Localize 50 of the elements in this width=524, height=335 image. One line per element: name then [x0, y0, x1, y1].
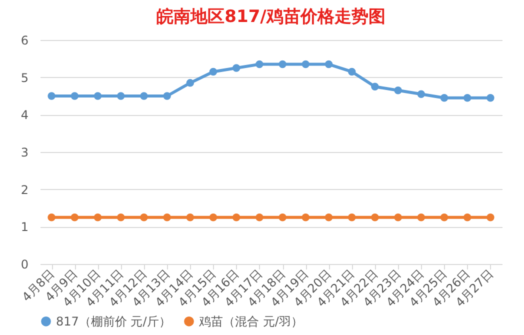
point — [348, 213, 356, 222]
point — [94, 213, 102, 222]
point — [232, 213, 240, 222]
y-tick-label: 1 — [20, 220, 28, 234]
point — [302, 60, 310, 68]
point — [463, 94, 472, 102]
point — [417, 90, 426, 98]
point — [324, 60, 333, 68]
point — [394, 86, 402, 94]
y-tick-label: 0 — [20, 258, 28, 272]
point — [186, 213, 194, 222]
point — [116, 92, 125, 100]
y-tick-label: 5 — [20, 70, 28, 85]
point — [278, 60, 286, 68]
point — [232, 64, 240, 72]
y-tick-label: 3 — [20, 146, 28, 160]
legend-label: 鸡苗（混合 元/羽） — [198, 314, 303, 328]
point — [48, 92, 56, 100]
point — [324, 213, 333, 222]
point — [302, 213, 310, 222]
legend-label: 817（棚前价 元/斤） — [56, 314, 171, 328]
point — [256, 60, 264, 68]
point — [440, 94, 448, 102]
point — [70, 92, 79, 100]
point — [278, 213, 286, 222]
point — [463, 213, 472, 222]
point — [140, 213, 148, 222]
point — [116, 213, 125, 222]
y-tick-label: 6 — [20, 34, 28, 48]
point — [209, 213, 218, 222]
point — [371, 213, 379, 222]
point — [48, 213, 56, 222]
y-tick-label: 4 — [20, 108, 28, 122]
point — [70, 213, 79, 222]
point — [348, 68, 356, 76]
point — [486, 213, 494, 222]
y-tick-label: 2 — [20, 182, 28, 197]
point — [186, 79, 194, 87]
point — [486, 94, 494, 102]
point — [163, 213, 171, 222]
chart-title: 皖南地区817/鸡苗价格走势图 — [156, 7, 386, 27]
point — [440, 213, 448, 222]
point — [371, 82, 379, 91]
point — [140, 92, 148, 100]
point — [417, 213, 426, 222]
point — [163, 92, 171, 100]
point — [256, 213, 264, 222]
point — [94, 92, 102, 100]
point — [394, 213, 402, 222]
point — [209, 68, 218, 76]
